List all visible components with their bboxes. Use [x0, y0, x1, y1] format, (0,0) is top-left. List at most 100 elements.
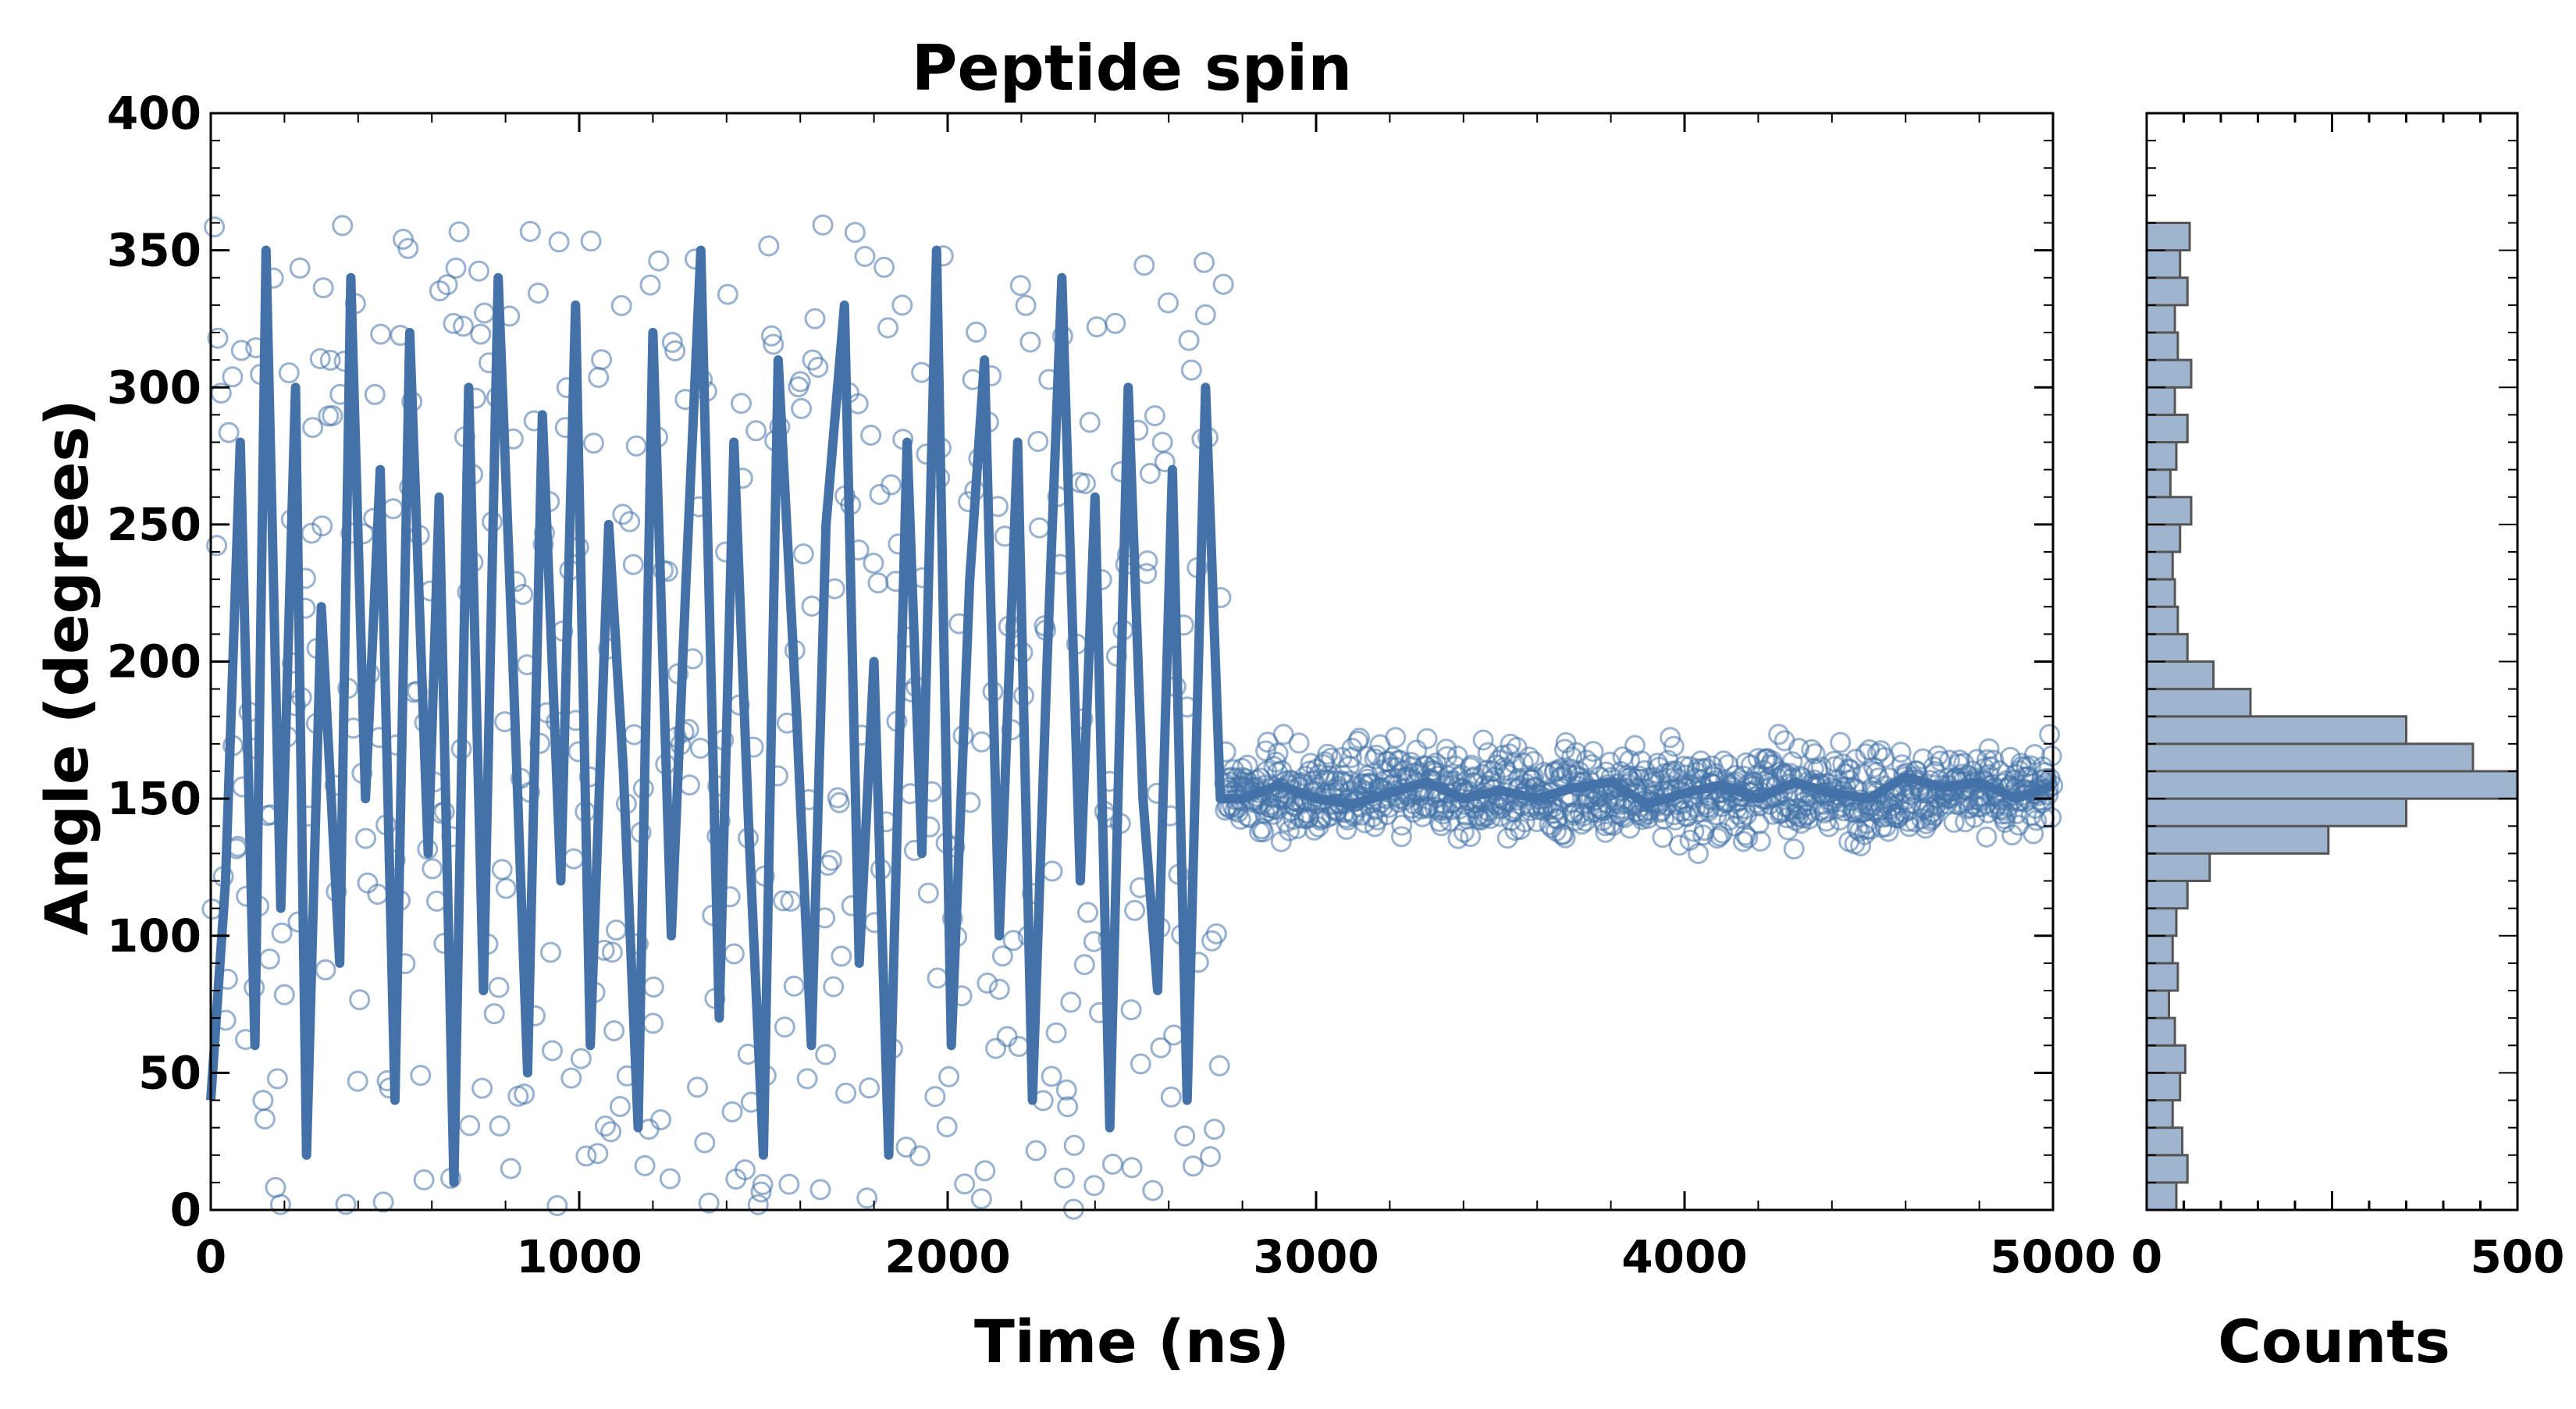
scatter-point — [661, 332, 683, 354]
scatter-point — [1983, 749, 2005, 771]
scatter-point — [807, 357, 829, 378]
scatter-point — [1688, 843, 1710, 864]
scatter-point — [1416, 728, 1438, 749]
scatter-point — [1279, 820, 1300, 841]
scatter-point — [271, 922, 293, 944]
scatter-point — [258, 948, 280, 970]
scatter-point — [823, 976, 845, 998]
scatter-point — [988, 978, 1010, 1000]
y-tick-label: 400 — [107, 87, 201, 140]
scatter-point — [609, 1096, 631, 1117]
scatter-point — [1496, 763, 1518, 785]
scatter-point — [924, 1086, 946, 1108]
scatter-point — [971, 731, 993, 753]
scatter-point — [812, 214, 834, 236]
scatter-point — [470, 323, 492, 345]
scatter-point — [877, 317, 898, 339]
scatter-point — [938, 1066, 959, 1087]
scatter-point — [1158, 292, 1179, 314]
scatter-point — [357, 872, 379, 894]
scatter-point — [1144, 405, 1165, 427]
x-tick-label: 5000 — [1990, 1230, 2115, 1283]
scatter-point — [1079, 411, 1101, 433]
scatter-point — [664, 340, 686, 361]
scatter-point — [1830, 731, 1852, 753]
scatter-point — [1041, 1066, 1062, 1087]
histogram-bar — [2145, 852, 2211, 882]
scatter-point — [309, 348, 331, 369]
scatter-point — [859, 1077, 881, 1099]
scatter-point — [1041, 860, 1063, 882]
x-tick-label: 4000 — [1621, 1230, 1747, 1283]
y-tick-label: 300 — [107, 361, 201, 414]
scatter-point — [1514, 811, 1535, 833]
y-axis-label: Angle (degrees) — [32, 399, 101, 935]
histogram-x-tick-label: 500 — [2470, 1230, 2564, 1283]
scatter-point — [2041, 806, 2062, 828]
scatter-point — [735, 1159, 756, 1181]
scatter-point — [335, 1194, 357, 1215]
scatter-point — [828, 792, 850, 813]
x-tick-label: 0 — [195, 1230, 226, 1283]
scatter-point — [792, 543, 814, 565]
scatter-point — [763, 333, 785, 355]
scatter-point — [619, 511, 641, 532]
y-tick-label: 0 — [170, 1183, 201, 1236]
scatter-point — [265, 1176, 286, 1198]
scatter-point — [911, 361, 933, 383]
scatter-point — [642, 1012, 664, 1034]
scatter-point — [2039, 724, 2061, 745]
scatter-point — [302, 417, 324, 439]
histogram-x-tick-label: 0 — [2131, 1230, 2162, 1283]
scatter-point — [745, 420, 767, 442]
scatter-point — [1124, 899, 1146, 921]
scatter-point — [1523, 751, 1544, 772]
scatter-point — [1105, 312, 1126, 334]
scatter-point — [1055, 1079, 1077, 1101]
scatter-point — [1706, 827, 1728, 849]
y-tick-label: 100 — [107, 909, 201, 962]
scatter-point — [869, 484, 891, 505]
scatter-point — [996, 1026, 1018, 1048]
scatter-point — [311, 515, 333, 537]
scatter-point — [397, 237, 419, 259]
scatter-point — [252, 1090, 274, 1112]
scatter-point — [500, 1158, 521, 1180]
scatter-point — [895, 1137, 917, 1158]
scatter-point — [1194, 304, 1216, 326]
scatter-point — [815, 1044, 837, 1066]
scatter-point — [1709, 825, 1731, 847]
scatter-point — [694, 1132, 716, 1154]
scatter-point — [1768, 724, 1790, 745]
scatter-point — [1029, 517, 1050, 539]
scatter-point — [539, 941, 561, 963]
scatter-point — [546, 1195, 568, 1216]
scatter-point — [1251, 818, 1272, 840]
x-tick-label: 2000 — [884, 1230, 1010, 1283]
histogram-bar — [2145, 605, 2179, 635]
scatter-point — [1748, 813, 1770, 834]
scatter-point — [659, 1168, 681, 1190]
histogram-plot-area: 0 500 — [2131, 112, 2565, 1283]
scatter-point — [1619, 749, 1641, 771]
y-tick-label: 350 — [107, 224, 201, 277]
scatter-point — [860, 425, 882, 446]
scatter-point — [1317, 743, 1339, 765]
scatter-point — [1783, 838, 1805, 860]
histogram-x-axis-label: Counts — [2218, 1307, 2450, 1376]
scatter-point — [1174, 1125, 1196, 1147]
scatter-point — [1553, 824, 1574, 845]
scatter-point — [273, 984, 295, 1005]
scatter-point — [1163, 1024, 1185, 1046]
y-tick-label: 250 — [107, 498, 201, 551]
scatter-point — [1660, 727, 1681, 749]
histogram-bar — [2145, 331, 2179, 361]
scatter-point — [1142, 1180, 1164, 1201]
scatter-point — [370, 323, 392, 345]
scatter-point — [954, 1173, 976, 1195]
scatter-point — [542, 1040, 563, 1062]
scatter-point — [1180, 359, 1202, 381]
scatter-point — [491, 859, 513, 881]
scatter-points — [201, 214, 2064, 1220]
